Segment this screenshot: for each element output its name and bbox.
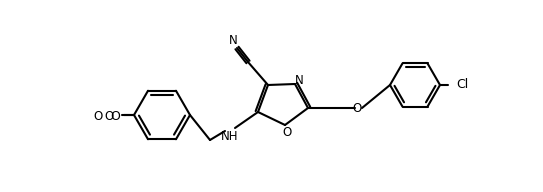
Text: O: O bbox=[282, 127, 292, 140]
Text: N: N bbox=[229, 35, 237, 47]
Text: O: O bbox=[105, 109, 114, 122]
Text: O: O bbox=[352, 103, 362, 116]
Text: O: O bbox=[93, 109, 103, 122]
Text: NH: NH bbox=[221, 131, 239, 143]
Text: N: N bbox=[295, 74, 304, 88]
Text: O: O bbox=[110, 109, 120, 122]
Text: Cl: Cl bbox=[456, 79, 468, 92]
